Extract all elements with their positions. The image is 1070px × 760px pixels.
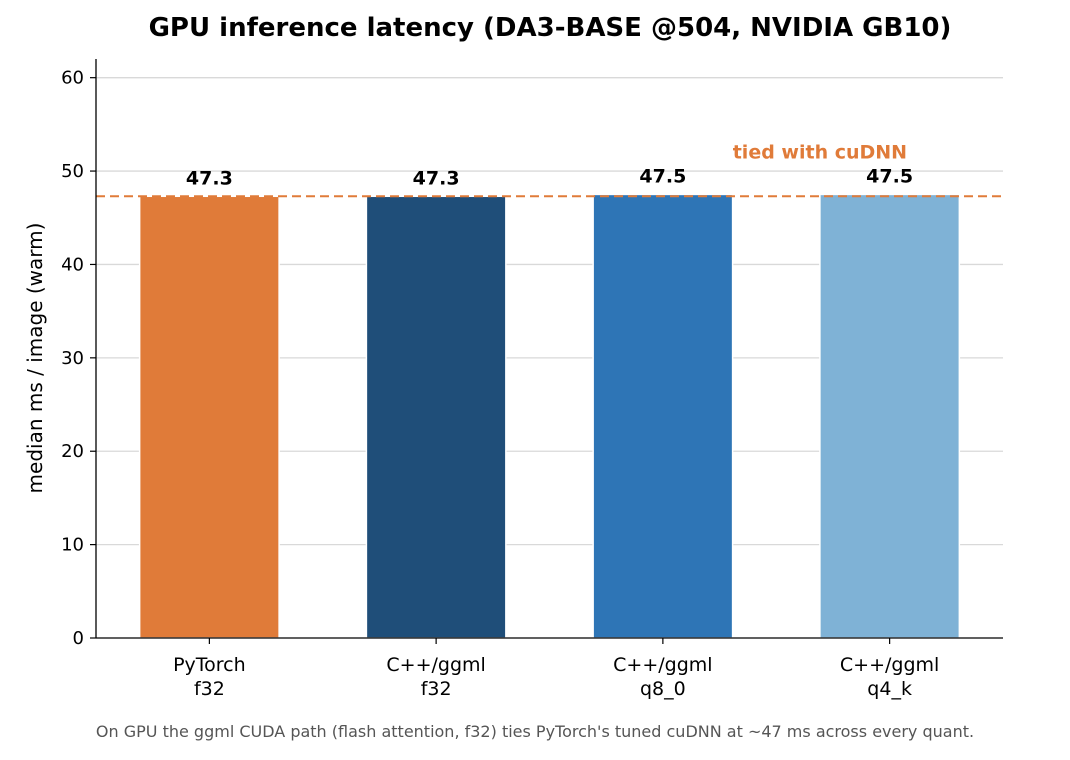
x-tick-label: f32 bbox=[194, 678, 225, 700]
chart-title: GPU inference latency (DA3-BASE @504, NV… bbox=[149, 13, 952, 43]
chart-caption: On GPU the ggml CUDA path (flash attenti… bbox=[96, 722, 974, 741]
bar bbox=[819, 193, 961, 639]
y-tick-label: 50 bbox=[61, 161, 84, 182]
x-tick-label: C++/ggml bbox=[840, 654, 939, 676]
x-tick-label: C++/ggml bbox=[386, 654, 485, 676]
value-labels: 47.3 47.3 47.5 47.5 bbox=[186, 165, 913, 189]
y-tick-label: 30 bbox=[61, 348, 84, 369]
bar bbox=[138, 195, 280, 639]
axes: 0102030405060PyTorchf32C++/ggmlf32C++/gg… bbox=[61, 59, 1003, 700]
y-tick-label: 20 bbox=[61, 441, 84, 462]
x-tick-label: C++/ggml bbox=[613, 654, 712, 676]
x-tick-label: PyTorch bbox=[173, 654, 246, 676]
bars bbox=[138, 193, 961, 639]
x-tick-label: f32 bbox=[421, 678, 452, 700]
y-tick-label: 10 bbox=[61, 535, 84, 556]
x-tick-label: q8_0 bbox=[640, 678, 686, 700]
y-tick-label: 40 bbox=[61, 254, 84, 275]
y-tick-label: 60 bbox=[61, 68, 84, 89]
x-tick-label: q4_k bbox=[867, 678, 912, 700]
bar bbox=[592, 193, 734, 639]
value-label: 47.5 bbox=[866, 165, 913, 187]
value-label: 47.3 bbox=[413, 167, 460, 189]
reference-line-group: tied with cuDNN bbox=[96, 141, 1003, 198]
value-label: 47.5 bbox=[639, 165, 686, 187]
value-label: 47.3 bbox=[186, 167, 233, 189]
reference-annotation: tied with cuDNN bbox=[733, 141, 907, 163]
bar bbox=[365, 195, 507, 639]
y-axis-label: median ms / image (warm) bbox=[23, 223, 47, 494]
y-tick-label: 0 bbox=[73, 628, 84, 649]
